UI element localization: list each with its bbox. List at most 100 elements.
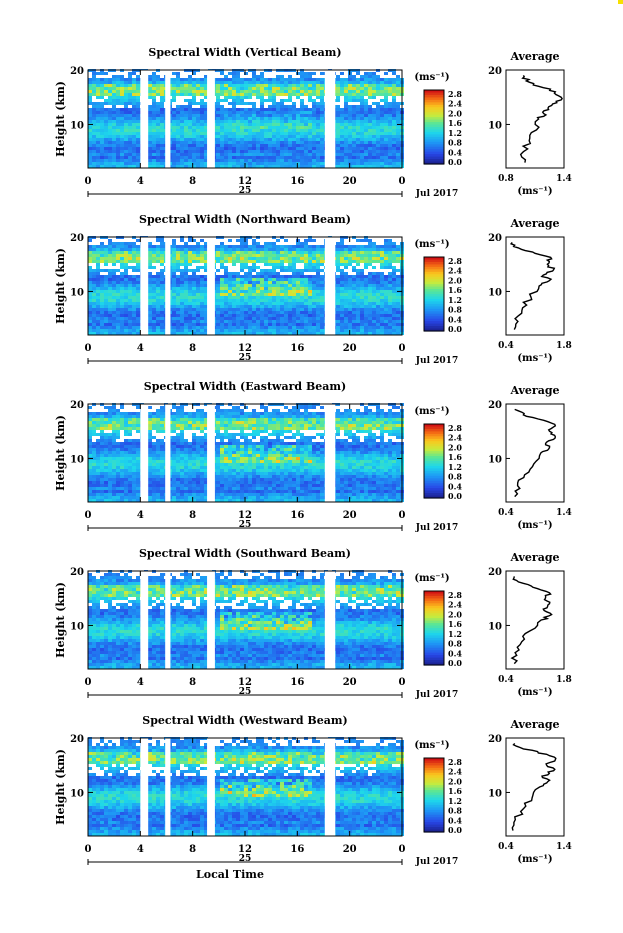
heatmap-cell	[88, 481, 92, 484]
heatmap-cell	[104, 135, 108, 138]
heatmap-cell	[240, 260, 244, 263]
heatmap-cell	[156, 78, 160, 81]
heatmap-cell	[292, 254, 296, 257]
heatmap-cell	[136, 248, 140, 251]
heatmap-cell	[196, 141, 200, 144]
heatmap-cell	[288, 299, 292, 302]
heatmap-cell	[252, 90, 256, 93]
heatmap-cell	[248, 111, 252, 114]
heatmap-cell	[320, 120, 324, 123]
heatmap-cell	[276, 296, 280, 299]
heatmap-cell	[224, 99, 228, 102]
heatmap-cell	[392, 266, 396, 269]
heatmap-cell	[224, 123, 228, 126]
y-tick-label: 10	[70, 287, 84, 298]
heatmap-cell	[276, 144, 280, 147]
heatmap-cell	[92, 433, 96, 436]
heatmap-cell	[344, 305, 348, 308]
heatmap-cell	[96, 290, 100, 293]
heatmap-cell	[248, 141, 252, 144]
heatmap-cell	[108, 90, 112, 93]
heatmap-cell	[188, 108, 192, 111]
heatmap-cell	[148, 150, 152, 153]
heatmap-cell	[216, 308, 220, 311]
heatmap-cell	[304, 239, 308, 242]
heatmap-cell	[376, 102, 380, 105]
heatmap-cell	[264, 129, 268, 132]
heatmap-cell	[256, 254, 260, 257]
heatmap-cell	[100, 254, 104, 257]
heatmap-cell	[360, 317, 364, 320]
heatmap-cell	[304, 284, 308, 287]
heatmap-cell	[248, 135, 252, 138]
heatmap-cell	[88, 406, 92, 409]
heatmap-cell	[200, 153, 204, 156]
heatmap-cell	[276, 278, 280, 281]
heatmap-cell	[272, 99, 276, 102]
heatmap-cell	[88, 302, 92, 305]
heatmap-cell	[284, 147, 288, 150]
heatmap-cell	[92, 159, 96, 162]
heatmap-cell	[380, 135, 384, 138]
heatmap-cell	[304, 78, 308, 81]
heatmap-cell	[116, 144, 120, 147]
heatmap-cell	[364, 305, 368, 308]
heatmap-cell	[220, 320, 224, 323]
heatmap-cell	[396, 162, 400, 165]
heatmap-cell	[128, 296, 132, 299]
heatmap-cell	[372, 272, 376, 275]
heatmap-cell	[148, 105, 152, 108]
heatmap-cell	[240, 275, 244, 278]
heatmap-cell	[384, 287, 388, 290]
heatmap-cell	[348, 156, 352, 159]
heatmap-cell	[116, 81, 120, 84]
heatmap-cell	[264, 150, 268, 153]
heatmap-cell	[360, 99, 364, 102]
heatmap-cell	[364, 296, 368, 299]
heatmap-cell	[220, 254, 224, 257]
heatmap-cell	[308, 278, 312, 281]
heatmap-cell	[296, 144, 300, 147]
heatmap-cell	[252, 287, 256, 290]
heatmap-cell	[152, 138, 156, 141]
heatmap-cell	[256, 260, 260, 263]
heatmap-cell	[240, 144, 244, 147]
heatmap-cell	[360, 329, 364, 332]
heatmap-cell	[360, 299, 364, 302]
heatmap-cell	[296, 153, 300, 156]
heatmap-cell	[360, 305, 364, 308]
heatmap-cell	[232, 135, 236, 138]
heatmap-cell	[336, 78, 340, 81]
heatmap-cell	[112, 317, 116, 320]
heatmap-cell	[160, 81, 164, 84]
heatmap-cell	[300, 129, 304, 132]
heatmap-cell	[296, 132, 300, 135]
heatmap-cell	[312, 260, 316, 263]
heatmap-cell	[248, 323, 252, 326]
heatmap-cell	[228, 317, 232, 320]
heatmap-cell	[284, 323, 288, 326]
heatmap-cell	[348, 90, 352, 93]
heatmap-cell	[276, 135, 280, 138]
heatmap-cell	[380, 254, 384, 257]
heatmap-cell	[136, 108, 140, 111]
heatmap-cell	[280, 251, 284, 254]
heatmap-cell	[104, 317, 108, 320]
heatmap-cell	[92, 105, 96, 108]
heatmap-cell	[316, 144, 320, 147]
heatmap-cell	[260, 156, 264, 159]
heatmap-cell	[284, 329, 288, 332]
heatmap-cell	[96, 320, 100, 323]
heatmap-cell	[200, 284, 204, 287]
heatmap-cell	[196, 135, 200, 138]
heatmap-cell	[396, 323, 400, 326]
heatmap-cell	[316, 153, 320, 156]
heatmap-cell	[296, 138, 300, 141]
heatmap-cell	[248, 78, 252, 81]
heatmap-cell	[196, 311, 200, 314]
heatmap-cell	[388, 323, 392, 326]
heatmap-cell	[368, 254, 372, 257]
heatmap-cell	[336, 308, 340, 311]
heatmap-cell	[100, 269, 104, 272]
heatmap-cell	[300, 308, 304, 311]
